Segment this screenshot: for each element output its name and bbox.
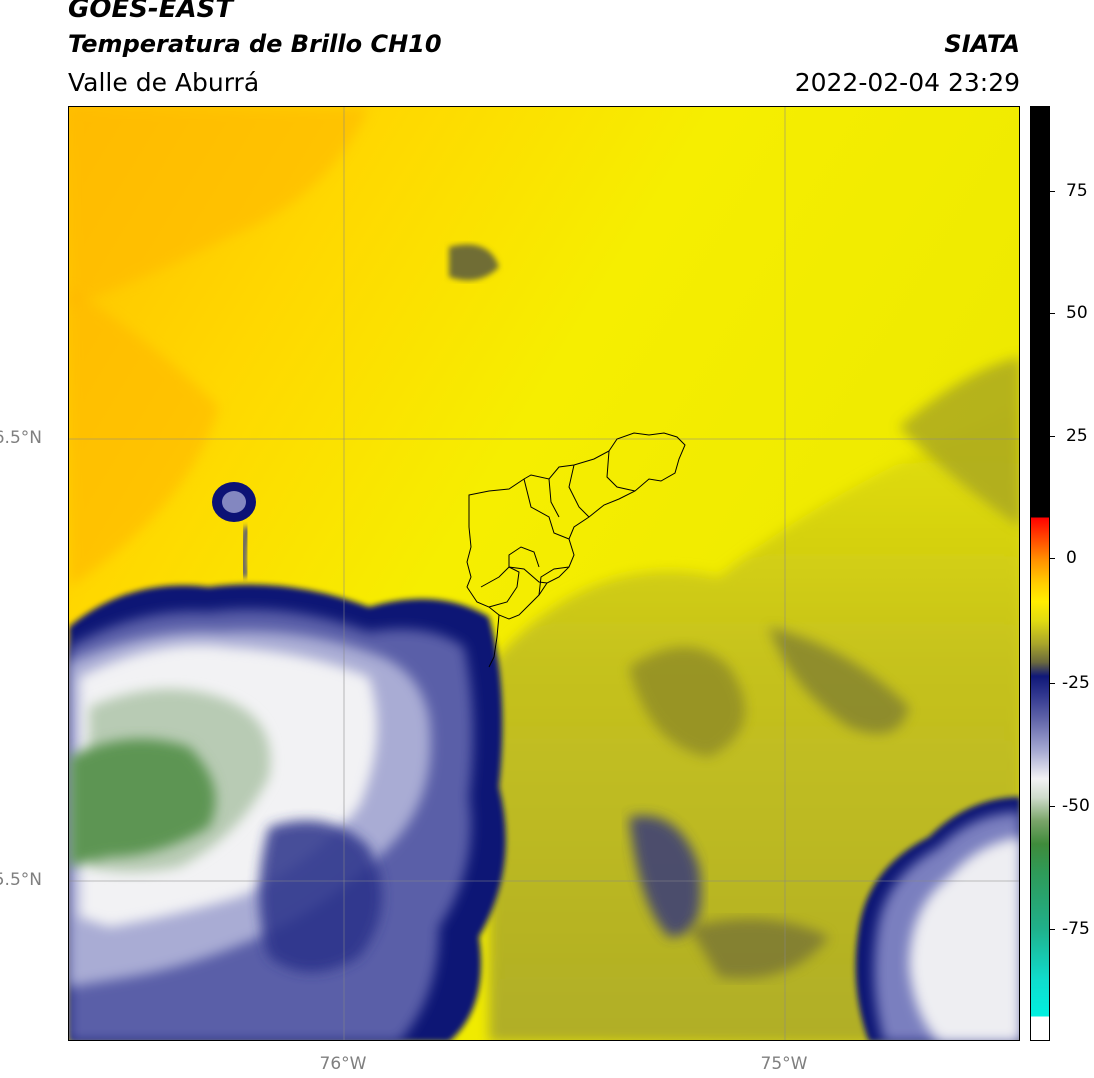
colorbar-tick (1050, 558, 1055, 559)
colorbar-label: 0 (1066, 548, 1077, 568)
colorbar (1030, 106, 1050, 1041)
colorbar-label: 50 (1066, 303, 1088, 323)
navy-cell-south (629, 815, 701, 937)
colorbar-tick (1050, 191, 1055, 192)
olive-patch-ne (899, 357, 1019, 526)
satellite-title: GOES-EAST (68, 0, 234, 24)
map-canvas (69, 107, 1019, 1040)
dark-olive-patch (629, 647, 745, 757)
lon-label-75W: 75°W (760, 1054, 808, 1074)
product-title: Temperatura de Brillo CH10 (68, 30, 442, 58)
datetime-label: 2022-02-04 23:29 (794, 68, 1020, 97)
se-cloud-white (909, 837, 1019, 1040)
dark-cell-north (449, 244, 499, 281)
colorbar-tick (1050, 313, 1055, 314)
dark-olive-patch-2 (769, 627, 909, 734)
temperature-map (68, 106, 1020, 1041)
region-title: Valle de Aburrá (68, 68, 260, 97)
navy-core (259, 820, 382, 972)
lon-label-76W: 76°W (319, 1054, 367, 1074)
colorbar-label: -25 (1062, 673, 1090, 693)
lat-label-6-5N: 6.5°N (0, 428, 42, 448)
colorbar-label: 25 (1066, 426, 1088, 446)
colorbar-tick (1050, 436, 1055, 437)
small-cold-cell-core (222, 491, 246, 513)
colorbar-label: -50 (1062, 796, 1090, 816)
colorbar-label: 75 (1066, 181, 1088, 201)
orange-region-west (69, 287, 219, 587)
colorbar-tick (1050, 683, 1055, 684)
source-label: SIATA (944, 30, 1020, 58)
orange-region (69, 107, 369, 307)
colorbar-tick (1050, 929, 1055, 930)
cold-cloud-green (69, 739, 216, 867)
dark-olive-south (689, 919, 829, 979)
colorbar-label: -75 (1062, 919, 1090, 939)
municipal-boundaries (466, 432, 686, 668)
cold-cell-tail (240, 526, 250, 578)
lat-label-5-5N: 5.5°N (0, 870, 42, 890)
colorbar-tick (1050, 806, 1055, 807)
